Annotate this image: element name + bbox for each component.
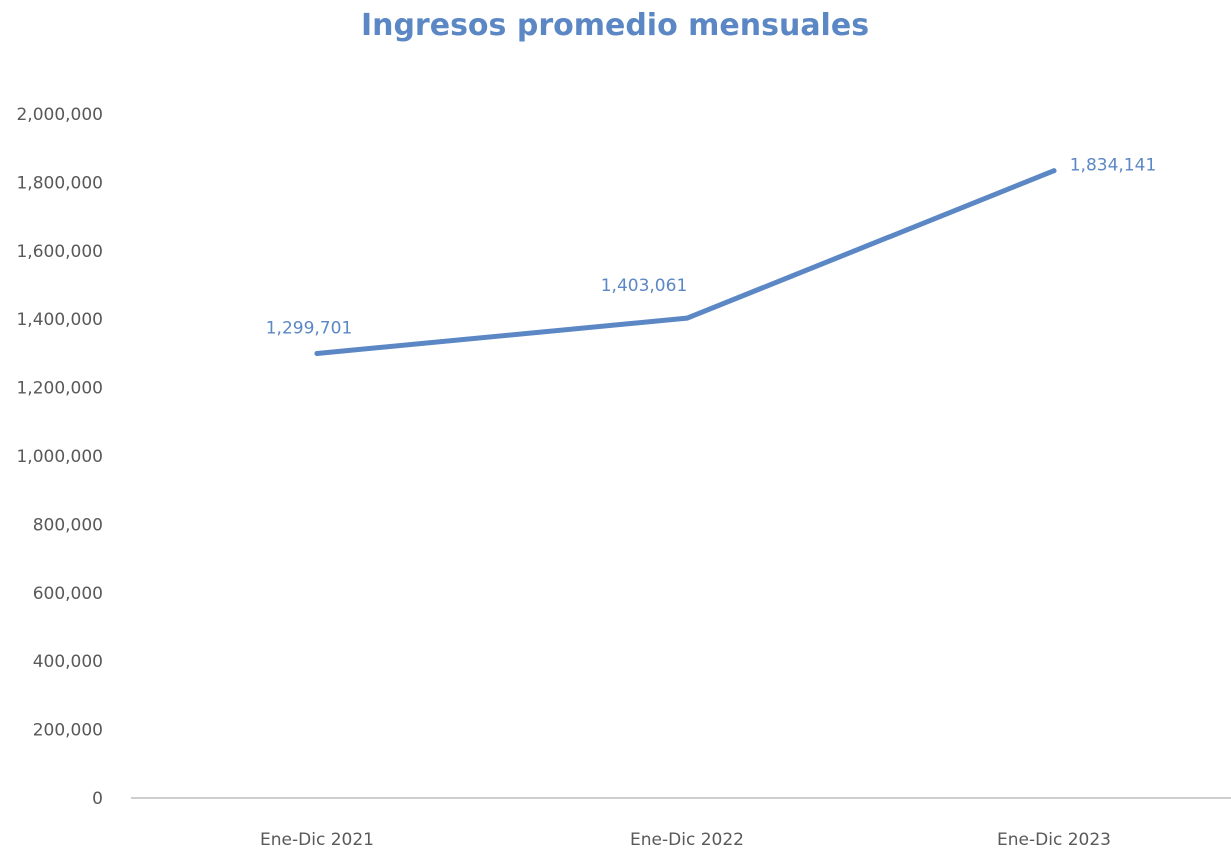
x-tick-label: Ene-Dic 2021 [260,830,374,850]
y-tick-label: 2,000,000 [16,105,103,125]
data-label: 1,834,141 [1070,156,1157,176]
data-point [684,315,690,321]
y-tick-label: 0 [92,789,103,809]
x-tick-label: Ene-Dic 2023 [997,830,1111,850]
y-tick-label: 1,200,000 [16,379,103,399]
y-tick-label: 1,000,000 [16,447,103,467]
data-label: 1,299,701 [266,319,353,339]
y-axis: 0 200,000 400,000 600,000 800,000 1,000,000 1,… [16,105,103,809]
y-tick-label: 1,600,000 [16,242,103,262]
y-tick-label: 600,000 [33,584,103,604]
data-labels: 1,299,701 1,403,061 1,834,141 [266,156,1157,339]
y-tick-label: 400,000 [33,652,103,672]
y-tick-label: 800,000 [33,515,103,535]
x-axis: Ene-Dic 2021 Ene-Dic 2022 Ene-Dic 2023 [260,830,1111,850]
y-tick-label: 1,800,000 [16,173,103,193]
series-group [314,168,1057,357]
data-point [314,351,320,357]
y-tick-label: 1,400,000 [16,310,103,330]
data-point [1051,168,1057,174]
chart-title: Ingresos promedio mensuales [361,8,869,43]
data-label: 1,403,061 [601,276,688,296]
series-line [314,168,1057,357]
x-tick-label: Ene-Dic 2022 [630,830,744,850]
y-tick-label: 200,000 [33,721,103,741]
